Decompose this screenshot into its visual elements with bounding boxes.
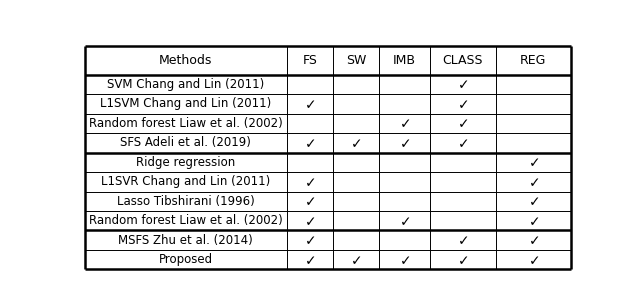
Text: $\checkmark$: $\checkmark$ [304,214,316,228]
Text: $\checkmark$: $\checkmark$ [399,253,410,267]
Text: $\checkmark$: $\checkmark$ [457,97,468,111]
Text: $\checkmark$: $\checkmark$ [457,253,468,267]
Text: IMB: IMB [393,54,416,67]
Text: Lasso Tibshirani (1996): Lasso Tibshirani (1996) [117,195,255,208]
Text: $\checkmark$: $\checkmark$ [457,233,468,247]
Text: $\checkmark$: $\checkmark$ [304,194,316,208]
Text: FS: FS [302,54,317,67]
Text: L1SVR Chang and Lin (2011): L1SVR Chang and Lin (2011) [101,175,271,188]
Text: $\checkmark$: $\checkmark$ [457,136,468,150]
Text: CLASS: CLASS [443,54,483,67]
Text: $\checkmark$: $\checkmark$ [399,214,410,228]
Text: Methods: Methods [159,54,212,67]
Text: $\checkmark$: $\checkmark$ [457,78,468,91]
Text: Proposed: Proposed [159,253,213,266]
Text: Ridge regression: Ridge regression [136,156,236,169]
Text: SVM Chang and Lin (2011): SVM Chang and Lin (2011) [107,78,264,91]
Text: MSFS Zhu et al. (2014): MSFS Zhu et al. (2014) [118,234,253,247]
Text: $\checkmark$: $\checkmark$ [304,233,316,247]
Text: Random forest Liaw et al. (2002): Random forest Liaw et al. (2002) [89,117,283,130]
Text: $\checkmark$: $\checkmark$ [304,136,316,150]
Text: $\checkmark$: $\checkmark$ [528,214,539,228]
Text: $\checkmark$: $\checkmark$ [528,155,539,169]
Text: $\checkmark$: $\checkmark$ [350,136,362,150]
Text: $\checkmark$: $\checkmark$ [457,116,468,130]
Text: $\checkmark$: $\checkmark$ [304,253,316,267]
Text: $\checkmark$: $\checkmark$ [399,136,410,150]
Text: SW: SW [346,54,366,67]
Text: $\checkmark$: $\checkmark$ [528,253,539,267]
Text: $\checkmark$: $\checkmark$ [528,233,539,247]
Text: $\checkmark$: $\checkmark$ [304,97,316,111]
Text: $\checkmark$: $\checkmark$ [528,175,539,189]
Text: $\checkmark$: $\checkmark$ [350,253,362,267]
Text: REG: REG [520,54,547,67]
Text: $\checkmark$: $\checkmark$ [304,175,316,189]
Text: $\checkmark$: $\checkmark$ [528,194,539,208]
Text: L1SVM Chang and Lin (2011): L1SVM Chang and Lin (2011) [100,97,271,111]
Text: Random forest Liaw et al. (2002): Random forest Liaw et al. (2002) [89,214,283,227]
Text: SFS Adeli et al. (2019): SFS Adeli et al. (2019) [120,136,252,149]
Text: $\checkmark$: $\checkmark$ [399,116,410,130]
